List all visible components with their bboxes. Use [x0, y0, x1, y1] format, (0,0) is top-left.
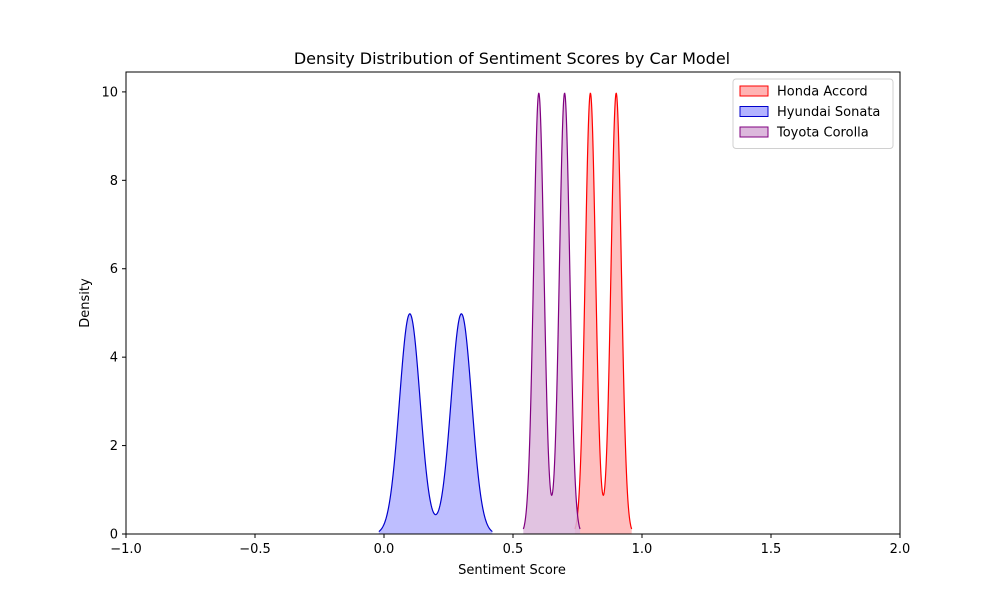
- density-line-hyundai-sonata: [378, 313, 493, 533]
- legend-label-honda-accord: Honda Accord: [777, 85, 868, 100]
- density-line-toyota-corolla: [522, 92, 581, 530]
- legend-swatch-toyota-corolla: [739, 126, 769, 138]
- y-tick-label: 10: [101, 85, 118, 100]
- density-line-honda-accord: [574, 92, 633, 530]
- x-tick-label: 0.0: [374, 542, 395, 557]
- y-tick-label: 6: [110, 262, 118, 277]
- y-axis: 0 2 4 6 8 10: [101, 85, 126, 543]
- density-fill-honda-accord: [574, 93, 632, 534]
- y-tick-label: 8: [110, 174, 118, 189]
- legend-swatch-honda-accord: [739, 85, 769, 97]
- x-tick-label: 1.0: [632, 542, 653, 557]
- density-fill-toyota-corolla: [523, 93, 581, 534]
- chart-title: Density Distribution of Sentiment Scores…: [294, 49, 730, 68]
- x-tick-label: −1.0: [110, 542, 142, 557]
- x-tick-label: −0.5: [239, 542, 271, 557]
- density-fill-hyundai-sonata: [378, 313, 493, 534]
- legend: Honda Accord Hyundai Sonata Toyota Corolla: [732, 78, 894, 149]
- x-tick-label: 0.5: [503, 542, 524, 557]
- legend-swatch-hyundai-sonata: [739, 106, 769, 117]
- x-axis: −1.0 −0.5 0.0 0.5 1.0 1.5 2.0: [110, 534, 910, 557]
- y-axis-label: Density: [78, 278, 93, 328]
- x-axis-label: Sentiment Score: [458, 563, 566, 578]
- legend-box: [732, 78, 894, 149]
- y-tick-label: 0: [110, 528, 118, 543]
- y-tick-label: 4: [110, 351, 118, 366]
- plot-area: [378, 92, 633, 534]
- legend-label-toyota-corolla: Toyota Corolla: [776, 126, 869, 141]
- y-tick-label: 2: [110, 439, 118, 454]
- x-tick-label: 2.0: [890, 542, 911, 557]
- legend-label-hyundai-sonata: Hyundai Sonata: [777, 105, 880, 120]
- x-tick-label: 1.5: [761, 542, 782, 557]
